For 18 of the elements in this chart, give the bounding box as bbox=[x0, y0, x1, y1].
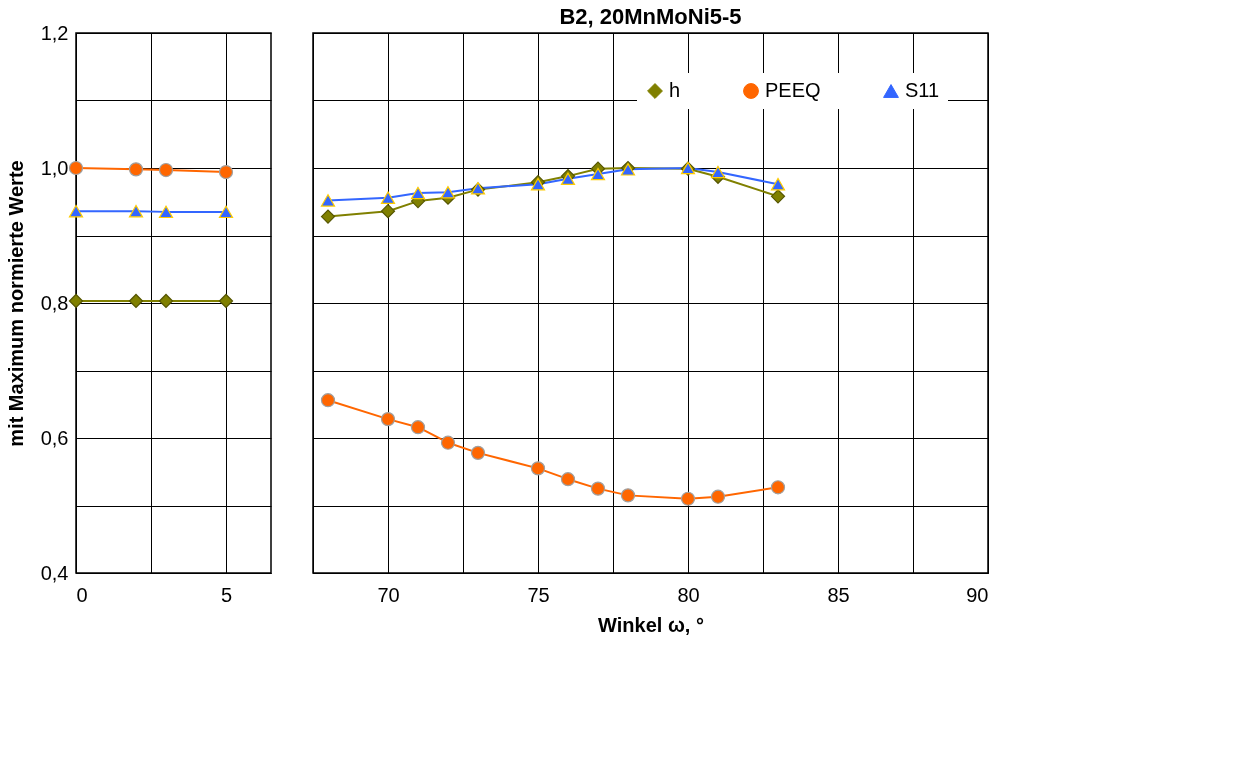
x-tick-label: 0 bbox=[76, 583, 88, 606]
x-tick-label: 5 bbox=[220, 583, 233, 606]
y-tick-label: 1,2 bbox=[40, 21, 69, 44]
y-tick-label: 0,8 bbox=[40, 291, 69, 314]
x-tick-label: 70 bbox=[377, 583, 400, 606]
y-tick-label: 1,0 bbox=[40, 156, 69, 179]
legend-label: h bbox=[669, 79, 681, 101]
x-tick-label: 90 bbox=[966, 583, 989, 606]
chart-title: B2, 20MnMoNi5-5 bbox=[559, 4, 742, 29]
x-tick-label: 75 bbox=[527, 583, 550, 606]
y-tick-label: 0,4 bbox=[40, 561, 69, 584]
legend-label: S11 bbox=[905, 79, 940, 101]
x-tick-label: 80 bbox=[677, 583, 700, 606]
y-axis-title: mit Maximum normierte Werte bbox=[4, 160, 27, 447]
y-tick-label: 0,6 bbox=[40, 426, 69, 449]
legend-label: PEEQ bbox=[765, 79, 821, 101]
x-axis-title: Winkel ω, ° bbox=[598, 613, 704, 636]
x-tick-label: 85 bbox=[827, 583, 850, 606]
